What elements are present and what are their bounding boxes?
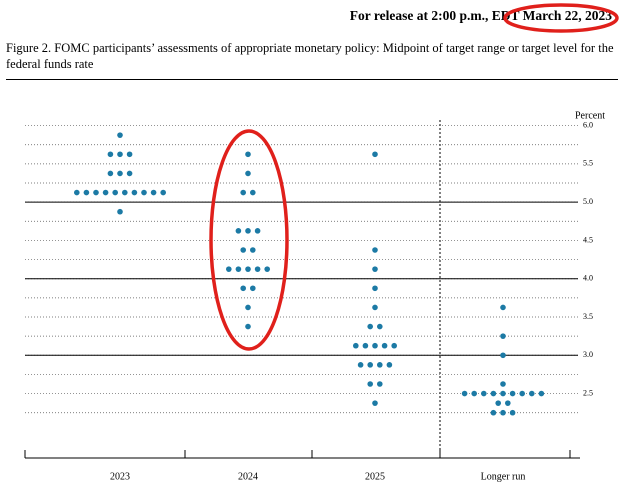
y-tick-label: 5.5 bbox=[583, 159, 593, 168]
dot bbox=[509, 409, 516, 416]
dot bbox=[102, 189, 109, 196]
dot bbox=[538, 390, 545, 397]
dot bbox=[372, 342, 378, 349]
dot bbox=[74, 189, 80, 196]
y-tick-label: 3.0 bbox=[583, 350, 593, 359]
highlight-ellipse bbox=[503, 3, 619, 33]
dot bbox=[250, 189, 256, 196]
dot bbox=[481, 390, 487, 397]
dot bbox=[107, 151, 114, 158]
dot bbox=[367, 362, 374, 368]
dot bbox=[264, 266, 271, 272]
dot bbox=[126, 151, 133, 158]
dot bbox=[372, 151, 378, 158]
dot bbox=[500, 409, 506, 416]
dot bbox=[500, 352, 506, 359]
dot bbox=[240, 189, 246, 196]
dot bbox=[490, 409, 497, 416]
dot bbox=[362, 342, 369, 349]
dot bbox=[500, 381, 506, 387]
dot bbox=[357, 362, 364, 368]
dot bbox=[367, 323, 374, 330]
x-tick-label: 2023 bbox=[110, 471, 130, 482]
dot bbox=[490, 390, 497, 397]
dot bbox=[235, 228, 242, 234]
x-tick-label: 2024 bbox=[238, 471, 258, 482]
dot bbox=[254, 228, 261, 234]
dot bbox=[117, 208, 123, 215]
title-rule bbox=[6, 79, 618, 80]
dot bbox=[117, 151, 123, 158]
dot bbox=[226, 266, 232, 272]
dot bbox=[367, 381, 374, 387]
dot bbox=[381, 342, 388, 349]
x-tick-label: Longer run bbox=[481, 471, 526, 482]
dot bbox=[509, 390, 516, 397]
release-text: For release at 2:00 p.m., EDT bbox=[349, 8, 520, 23]
dot bbox=[372, 400, 378, 406]
dot bbox=[117, 170, 123, 177]
dot bbox=[500, 333, 506, 339]
dot bbox=[529, 390, 535, 397]
dot bbox=[245, 304, 251, 311]
dot bbox=[372, 266, 378, 272]
y-tick-label: 2.5 bbox=[583, 388, 593, 397]
dot bbox=[245, 323, 251, 330]
dot bbox=[377, 323, 383, 330]
dot bbox=[131, 189, 138, 196]
dot bbox=[353, 342, 359, 349]
dot bbox=[160, 189, 166, 196]
y-tick-label: 6.0 bbox=[583, 120, 593, 129]
dot bbox=[505, 400, 511, 406]
chart-title: Figure 2. FOMC participants’ assessments… bbox=[6, 41, 614, 71]
dot bbox=[372, 304, 378, 311]
dot bbox=[495, 400, 502, 406]
dot bbox=[391, 342, 398, 349]
dot bbox=[83, 189, 90, 196]
release-line: For release at 2:00 p.m., EDT March 22, … bbox=[350, 8, 612, 24]
dot bbox=[126, 170, 133, 177]
dot bbox=[245, 151, 251, 158]
y-tick-label: 5.0 bbox=[583, 197, 593, 206]
dot bbox=[107, 170, 114, 177]
dot bbox=[519, 390, 525, 397]
dot bbox=[254, 266, 261, 272]
dot bbox=[141, 189, 147, 196]
dot bbox=[471, 390, 478, 397]
dot bbox=[377, 362, 383, 368]
dot bbox=[386, 362, 393, 368]
highlight-ellipse bbox=[209, 129, 289, 351]
y-tick-label: 3.5 bbox=[583, 312, 593, 321]
dot bbox=[372, 247, 378, 253]
dot bbox=[112, 189, 118, 196]
dot bbox=[250, 247, 256, 253]
dot bbox=[240, 247, 246, 253]
dot bbox=[500, 390, 506, 397]
dot bbox=[117, 132, 123, 138]
y-tick-label: 4.0 bbox=[583, 274, 593, 283]
dot bbox=[245, 266, 251, 272]
x-tick-label: 2025 bbox=[365, 471, 385, 482]
dot bbox=[250, 285, 256, 292]
dot bbox=[245, 228, 251, 234]
dot bbox=[150, 189, 157, 196]
dot bbox=[122, 189, 128, 196]
dot bbox=[235, 266, 242, 272]
dot bbox=[93, 189, 99, 196]
release-date: March 22, 2023 bbox=[522, 8, 612, 23]
y-tick-label: 4.5 bbox=[583, 235, 593, 244]
y-axis-label: Percent bbox=[575, 110, 605, 121]
dot bbox=[500, 304, 506, 311]
dot bbox=[372, 285, 378, 292]
dot bbox=[245, 170, 251, 177]
dot bbox=[240, 285, 246, 292]
dot bbox=[461, 390, 468, 397]
dot bbox=[377, 381, 383, 387]
